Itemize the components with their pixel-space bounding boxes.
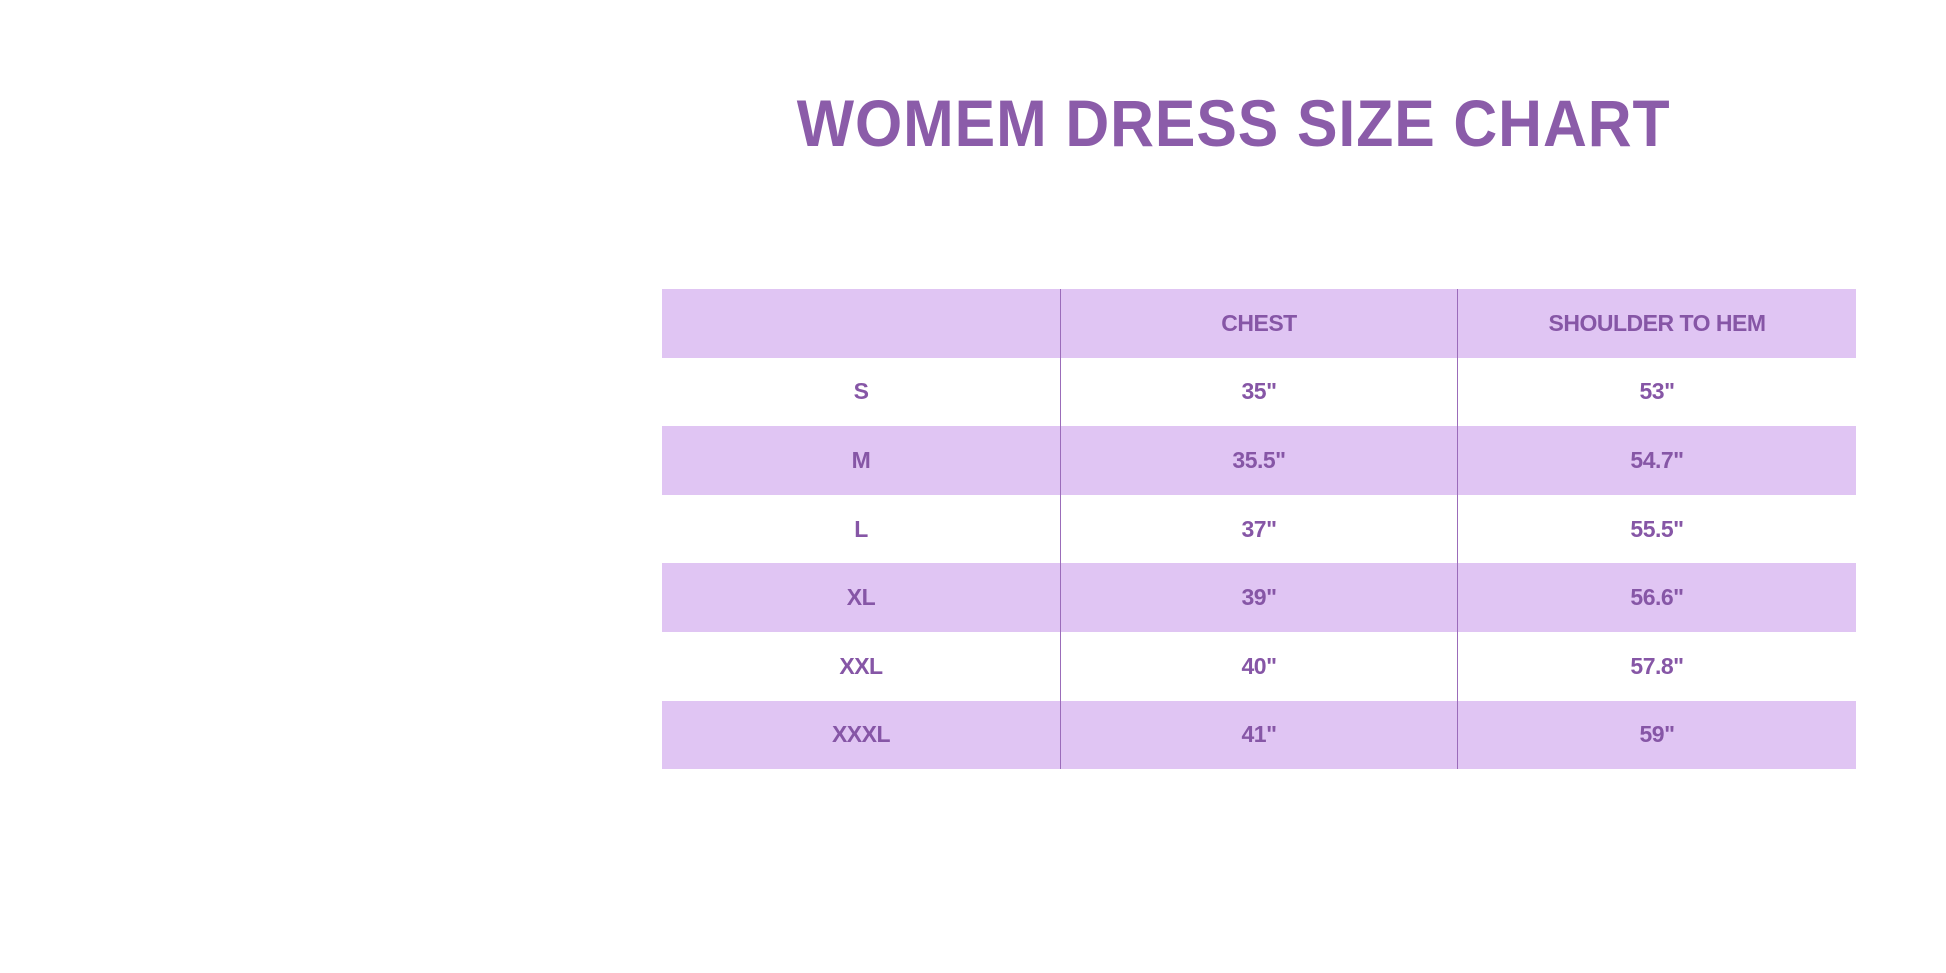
size-cell: XL [846, 584, 876, 611]
page-title: WOMEM DRESS SIZE CHART [796, 86, 1671, 160]
header-chest: CHEST [1060, 289, 1457, 358]
shoulder-to-hem-cell: 53" [1457, 357, 1856, 427]
table-row: M 35.5" 54.7" [662, 426, 1856, 495]
chest-cell: 35.5" [1060, 426, 1457, 495]
size-cell: XXXL [831, 721, 891, 748]
table-row: XXXL 41" 59" [662, 700, 1856, 770]
table-row: L 37" 55.5" [662, 494, 1856, 564]
chest-cell: 39" [1060, 563, 1457, 632]
shoulder-to-hem-cell: 57.8" [1457, 631, 1856, 701]
header-shoulder-to-hem: SHOULDER TO HEM [1457, 289, 1856, 358]
header-size [662, 289, 1060, 358]
shoulder-to-hem-cell: 56.6" [1457, 563, 1856, 632]
shoulder-to-hem-cell: 55.5" [1457, 494, 1856, 564]
size-cell: L [854, 515, 868, 542]
chest-cell: 41" [1060, 700, 1457, 770]
table-row: XL 39" 56.6" [662, 563, 1856, 632]
table-row: S 35" 53" [662, 357, 1856, 427]
chest-cell: 40" [1060, 631, 1457, 701]
chest-cell: 37" [1060, 494, 1457, 564]
size-cell: M [851, 446, 871, 473]
size-table: CHEST SHOULDER TO HEM S 35" 53" M 35.5" … [662, 289, 1856, 770]
chest-cell: 35" [1060, 357, 1457, 427]
size-cell: XXL [839, 652, 883, 679]
shoulder-to-hem-cell: 54.7" [1457, 426, 1856, 495]
size-cell: S [853, 378, 869, 405]
table-row: XXL 40" 57.8" [662, 631, 1856, 701]
shoulder-to-hem-cell: 59" [1457, 700, 1856, 770]
table-header-row: CHEST SHOULDER TO HEM [662, 289, 1856, 358]
